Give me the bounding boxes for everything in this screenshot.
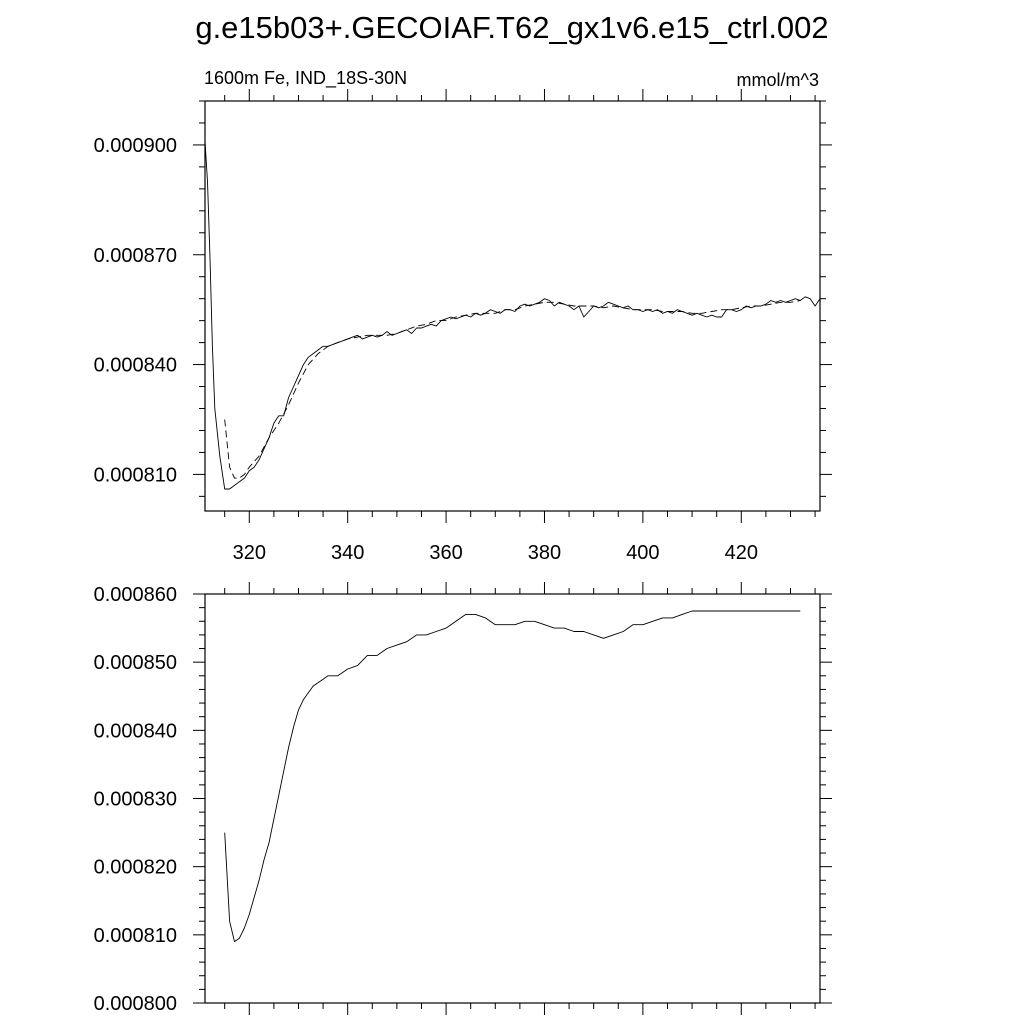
top-ytick-label: 0.000840: [94, 355, 177, 377]
bottom-ytick-label: 0.000810: [94, 925, 177, 947]
bottom-ytick-label: 0.000820: [94, 857, 177, 879]
top-series-solid-line: [204, 141, 821, 490]
bottom-plot-frame: [204, 593, 821, 1004]
bottom-ytick-label: 0.000850: [94, 652, 177, 674]
bottom-ytick-label: 0.000830: [94, 789, 177, 811]
figure-title: g.e15b03+.GECOIAF.T62_gx1v6.e15_ctrl.002: [195, 10, 828, 45]
bottom-series-solid-line: [224, 610, 801, 943]
top-xtick-label: 320: [233, 542, 266, 564]
bottom-ytick-label: 0.000800: [94, 993, 177, 1015]
top-left-label: 1600m Fe, IND_18S-30N: [204, 68, 407, 89]
top-ytick-label: 0.000810: [94, 464, 177, 486]
top-series-dashed-line: [224, 300, 801, 479]
top-xtick-label: 420: [725, 542, 758, 564]
top-ytick-label: 0.000870: [94, 245, 177, 267]
top-xtick-label: 340: [331, 542, 364, 564]
top-ytick-label: 0.000900: [94, 135, 177, 157]
bottom-ytick-label: 0.000840: [94, 720, 177, 742]
top-right-label: mmol/m^3: [737, 70, 819, 90]
top-plot-frame: [204, 100, 821, 512]
top-xtick-label: 380: [528, 542, 561, 564]
bottom-line-chart: 0.000800 0.000810 0.000820 0.000830 0.000840…: [94, 582, 832, 1015]
top-xtick-label: 400: [626, 542, 659, 564]
bottom-ytick-label: 0.000860: [94, 584, 177, 606]
top-line-chart: 320 340 360 380 400 420 0.000810 0.000840 0.0008…: [94, 89, 832, 564]
top-xtick-label: 360: [429, 542, 462, 564]
